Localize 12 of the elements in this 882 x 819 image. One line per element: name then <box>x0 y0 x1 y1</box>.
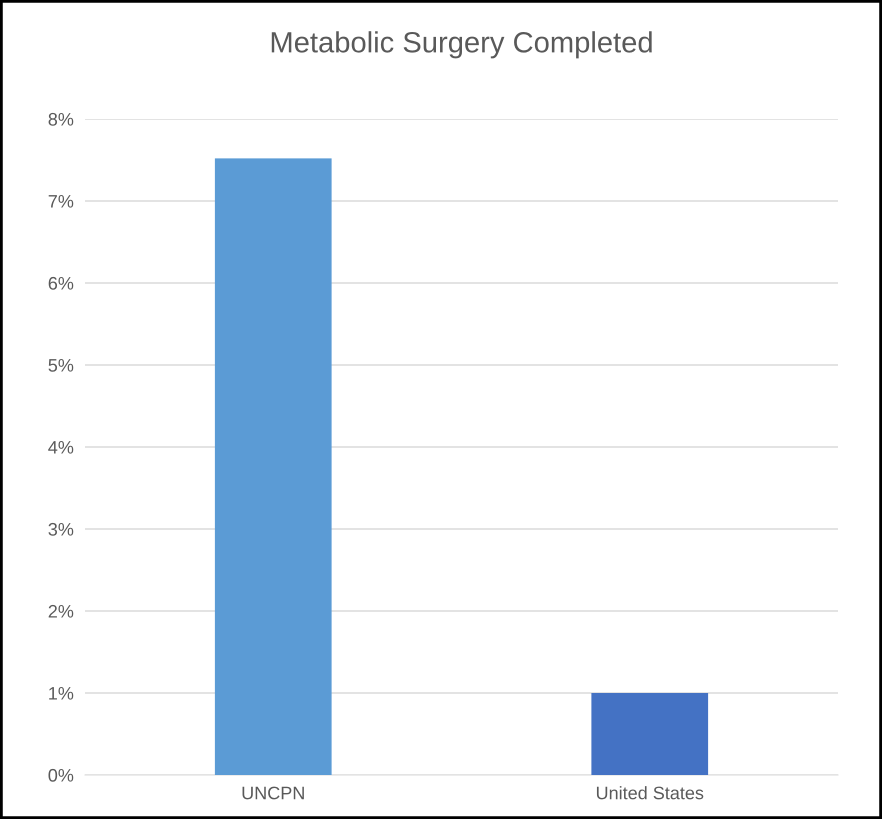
y-tick-label: 1% <box>49 687 74 700</box>
y-tick-label: 8% <box>48 112 74 126</box>
y-tick-label: 7% <box>48 195 74 208</box>
y-tick-label: 0% <box>48 768 74 782</box>
y-tick-label: 2% <box>48 604 74 618</box>
x-tick-label: UNCPN <box>242 786 304 800</box>
y-tick-label: 3% <box>48 522 74 536</box>
x-tick-label: United States <box>596 786 704 800</box>
y-tick-label: 4% <box>48 441 74 454</box>
y-tick-label: 5% <box>48 359 74 372</box>
y-tick-label: 6% <box>48 276 74 290</box>
chart-title: Metabolic Surgery Completed <box>272 31 652 58</box>
